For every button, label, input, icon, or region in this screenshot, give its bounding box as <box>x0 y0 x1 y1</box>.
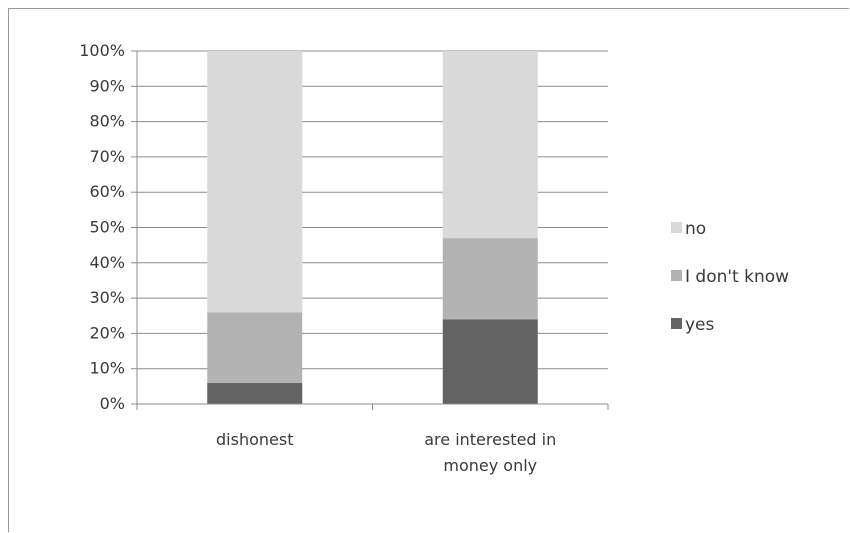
y-tick-label: 80% <box>89 112 125 131</box>
y-tick-label: 10% <box>89 359 125 378</box>
bar-segment-i-don-t-know <box>442 238 538 320</box>
x-category-label: dishonest <box>216 430 293 449</box>
y-tick-label: 90% <box>89 76 125 95</box>
legend-label: I don't know <box>685 267 789 287</box>
axes <box>131 50 609 410</box>
x-category-label: are interested in <box>424 430 556 449</box>
y-tick-label: 100% <box>79 41 125 60</box>
bar-segment-no <box>442 51 538 239</box>
x-category-label: money only <box>443 456 537 475</box>
y-tick-label: 30% <box>89 288 125 307</box>
bar-segment-i-don-t-know <box>207 312 303 383</box>
bar-segment-yes <box>442 319 538 404</box>
chart-frame <box>8 8 849 532</box>
bar-segment-yes <box>207 382 303 404</box>
y-tick-label: 70% <box>89 147 125 166</box>
legend: no I don't know yes <box>671 219 789 335</box>
x-category-labels: dishonest are interested in money only <box>216 430 556 475</box>
y-tick-label: 60% <box>89 182 125 201</box>
y-tick-label: 20% <box>89 323 125 342</box>
legend-label: no <box>685 219 706 239</box>
y-tick-label: 0% <box>100 394 125 413</box>
y-tick-label: 50% <box>89 218 125 237</box>
legend-label: yes <box>685 315 715 335</box>
legend-swatch <box>671 222 682 233</box>
y-tick-label: 40% <box>89 253 125 272</box>
bar-segment-no <box>207 51 303 313</box>
bars <box>207 51 538 404</box>
legend-swatch <box>671 270 682 281</box>
legend-swatch <box>671 318 682 329</box>
y-tick-labels: 0% 10% 20% 30% 40% 50% 60% 70% 80% 90% 100% <box>79 41 125 413</box>
